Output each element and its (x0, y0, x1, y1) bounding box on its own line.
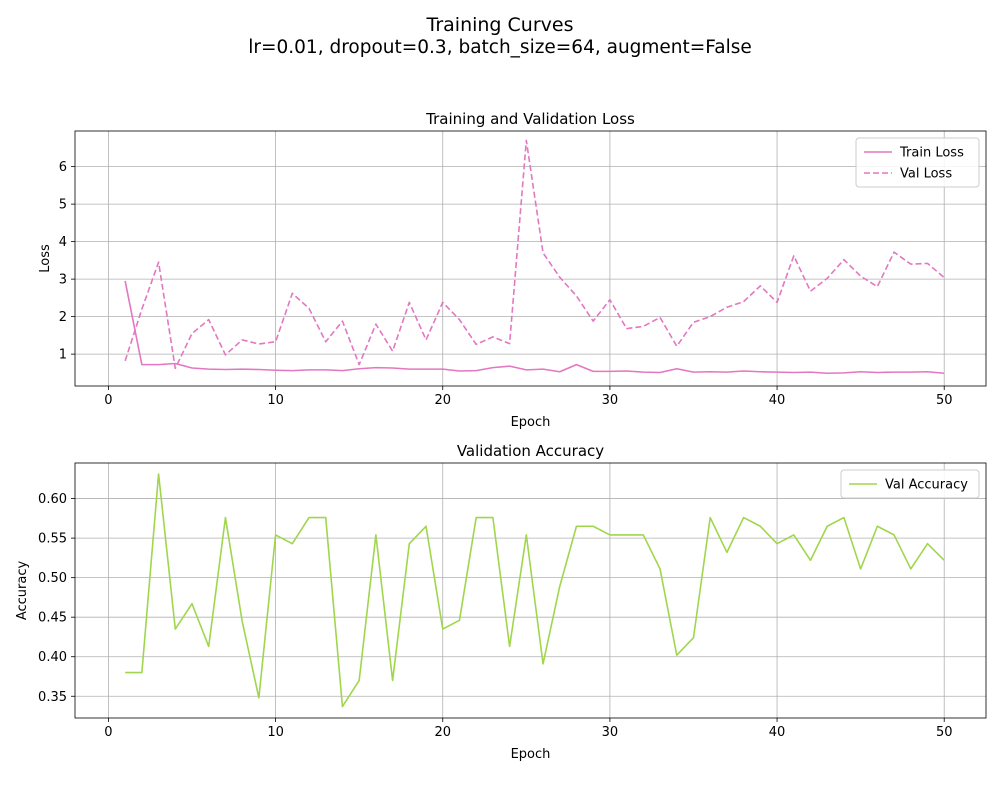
series-line-val-accuracy (125, 473, 945, 708)
loss-y-axis-label: Loss (38, 244, 53, 273)
accuracy-plot-frame (74, 462, 987, 719)
x-tick-label: 40 (769, 725, 786, 740)
figure-title: Training Curves (426, 14, 574, 36)
y-tick-label: 0.60 (38, 492, 67, 507)
series-line-train-loss (124, 280, 945, 375)
accuracy-chart: 0 10 20 30 40 50 0.35 0.40 0.45 0.50 0.55 0.60 Valid… (15, 442, 987, 762)
legend-label: Val Accuracy (885, 478, 968, 493)
loss-chart: 0 10 20 30 40 50 1 2 3 4 5 6 Training and Validation… (38, 110, 987, 430)
loss-legend: Train Loss Val Loss (855, 137, 980, 188)
y-tick-label: 1 (59, 348, 67, 363)
x-tick-label: 10 (267, 393, 284, 408)
y-tick-label: 3 (59, 273, 67, 288)
y-tick-label: 4 (59, 235, 67, 250)
x-tick-label: 30 (602, 393, 619, 408)
loss-x-axis-label: Epoch (511, 415, 551, 430)
x-tick-label: 40 (769, 393, 786, 408)
x-tick-label: 50 (936, 725, 953, 740)
y-tick-label: 0.55 (38, 532, 67, 547)
series-line-val-loss (124, 139, 945, 370)
x-tick-label: 50 (936, 393, 953, 408)
legend-box (840, 469, 980, 499)
y-tick-label: 0.45 (38, 611, 67, 626)
y-tick-label: 6 (59, 160, 67, 175)
loss-chart-title: Training and Validation Loss (425, 110, 635, 128)
y-tick-label: 2 (59, 310, 67, 325)
x-tick-label: 10 (267, 725, 284, 740)
x-tick-label: 20 (434, 725, 451, 740)
legend-box (855, 137, 980, 188)
legend-label: Val Loss (900, 167, 952, 182)
y-tick-label: 0.40 (38, 650, 67, 665)
x-tick-label: 30 (602, 725, 619, 740)
x-tick-label: 0 (104, 393, 112, 408)
loss-plot-frame (74, 130, 987, 387)
x-tick-label: 0 (104, 725, 112, 740)
legend-label: Train Loss (899, 146, 964, 161)
accuracy-x-axis-label: Epoch (511, 747, 551, 762)
y-tick-label: 5 (59, 198, 67, 213)
figure-subtitle: lr=0.01, dropout=0.3, batch_size=64, aug… (248, 37, 751, 58)
accuracy-y-axis-label: Accuracy (15, 561, 30, 621)
y-tick-label: 0.35 (38, 690, 67, 705)
accuracy-legend: Val Accuracy (840, 469, 980, 499)
accuracy-chart-title: Validation Accuracy (457, 442, 604, 460)
y-tick-label: 0.50 (38, 571, 67, 586)
x-tick-label: 20 (434, 393, 451, 408)
